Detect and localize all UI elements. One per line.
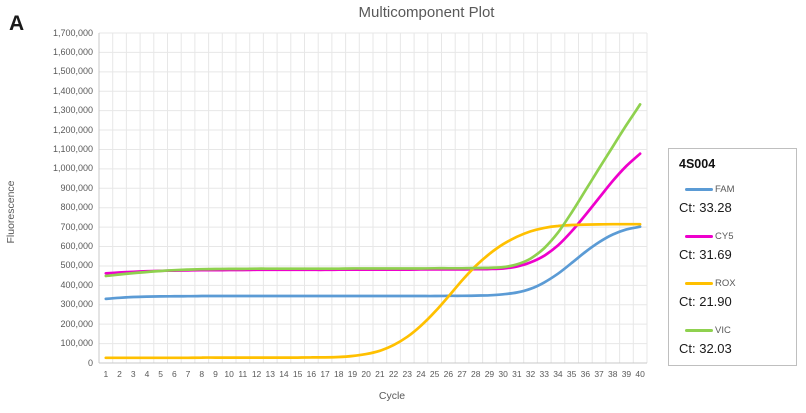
x-tick-label: 13 [265, 369, 275, 379]
y-tick-label: 1,400,000 [52, 85, 93, 96]
x-tick-label: 6 [171, 369, 177, 379]
legend-entries: FAM Ct: 33.28 CY5 Ct: 31.69 ROX Ct: 21.90 VIC C… [679, 183, 786, 357]
legend-ct-value: Ct: 21.90 [679, 294, 732, 309]
legend-entry-fam: FAM Ct: 33.28 [679, 183, 786, 216]
x-tick-label: 36 [580, 369, 591, 379]
x-tick-label: 8 [199, 369, 205, 379]
fam-series-line [104, 225, 642, 301]
x-tick-label: 18 [334, 369, 344, 379]
x-tick-label: 30 [498, 369, 508, 379]
cy5-series-swatch [685, 234, 713, 238]
y-tick-label: 1,300,000 [52, 105, 93, 116]
x-tick-label: 17 [320, 369, 330, 379]
x-tick-label: 1 [103, 369, 109, 379]
x-tick-label: 21 [375, 369, 385, 379]
y-tick-label: 300,000 [60, 299, 93, 310]
x-tick-label: 3 [130, 369, 136, 379]
x-tick-label: 11 [238, 369, 248, 379]
x-tick-label: 14 [279, 369, 289, 379]
legend-entry-cy5: CY5 Ct: 31.69 [679, 230, 786, 263]
x-tick-label: 7 [185, 369, 191, 379]
x-tick-label: 15 [292, 369, 303, 379]
legend-ct-value: Ct: 33.28 [679, 200, 732, 215]
x-tick-label: 16 [306, 369, 317, 379]
x-tick-label: 26 [443, 369, 454, 379]
x-tick-label: 39 [621, 369, 632, 379]
legend-ct-value: Ct: 32.03 [679, 341, 732, 356]
x-tick-label: 20 [361, 369, 371, 379]
vic-series-line [104, 103, 642, 278]
x-tick-label: 31 [512, 369, 522, 379]
x-tick-label: 5 [158, 369, 163, 379]
legend-series-name: CY5 [715, 230, 734, 242]
y-tick-label: 600,000 [60, 241, 93, 252]
x-tick-label: 37 [594, 369, 604, 379]
legend-title: 4S004 [679, 157, 716, 171]
fam-series-swatch [685, 187, 713, 191]
y-tick-label: 1,100,000 [52, 143, 93, 154]
x-axis-title: Cycle [378, 390, 406, 402]
legend-series-name: VIC [715, 324, 731, 336]
y-tick-label: 1,000,000 [52, 163, 93, 174]
x-tick-label: 4 [144, 369, 150, 379]
y-tick-label: 1,500,000 [52, 66, 93, 77]
legend-series-name: FAM [715, 183, 735, 195]
chart-title: Multicomponent Plot [358, 4, 495, 21]
x-tick-label: 25 [429, 369, 440, 379]
y-tick-label: 1,200,000 [52, 124, 93, 135]
x-tick-label: 38 [608, 369, 618, 379]
x-tick-label: 35 [566, 369, 577, 379]
y-tick-label: 100,000 [60, 338, 93, 349]
x-tick-label: 29 [484, 369, 495, 379]
y-tick-label: 0 [87, 357, 93, 368]
y-tick-label: 1,600,000 [52, 46, 93, 57]
y-tick-label: 200,000 [60, 318, 93, 329]
x-tick-label: 32 [525, 369, 536, 379]
legend-series-name: ROX [715, 277, 736, 289]
y-tick-label: 700,000 [60, 221, 93, 232]
x-tick-label: 40 [635, 369, 645, 379]
legend-swatch-row: FAM [685, 183, 786, 195]
y-tick-label: 800,000 [60, 202, 93, 213]
y-tick-label: 1,700,000 [52, 27, 93, 38]
rox-series-line [104, 222, 642, 360]
x-tick-label: 28 [471, 369, 481, 379]
legend-ct-value: Ct: 31.69 [679, 247, 732, 262]
panel-label: A [9, 12, 25, 35]
x-tick-label: 9 [213, 369, 218, 379]
x-tick-label: 23 [402, 369, 412, 379]
legend-swatch-row: VIC [685, 324, 786, 336]
vic-series-swatch [685, 328, 713, 332]
x-tick-label: 19 [347, 369, 358, 379]
x-tick-label: 22 [388, 369, 399, 379]
x-tick-label: 34 [553, 369, 563, 379]
x-tick-label: 10 [224, 369, 234, 379]
x-tick-label: 24 [416, 369, 426, 379]
legend-box: 4S004 FAM Ct: 33.28 CY5 Ct: 31.69 ROX Ct: 21.… [668, 148, 797, 366]
legend-swatch-row: CY5 [685, 230, 786, 242]
rox-series-swatch [685, 281, 713, 285]
y-tick-label: 400,000 [60, 279, 93, 290]
legend-entry-vic: VIC Ct: 32.03 [679, 324, 786, 357]
x-tick-label: 12 [251, 369, 262, 379]
y-tick-label: 900,000 [60, 182, 93, 193]
legend-swatch-row: ROX [685, 277, 786, 289]
x-tick-label: 33 [539, 369, 549, 379]
x-tick-label: 27 [457, 369, 467, 379]
legend-entry-rox: ROX Ct: 21.90 [679, 277, 786, 310]
x-tick-label: 2 [117, 369, 122, 379]
y-tick-label: 500,000 [60, 260, 93, 271]
